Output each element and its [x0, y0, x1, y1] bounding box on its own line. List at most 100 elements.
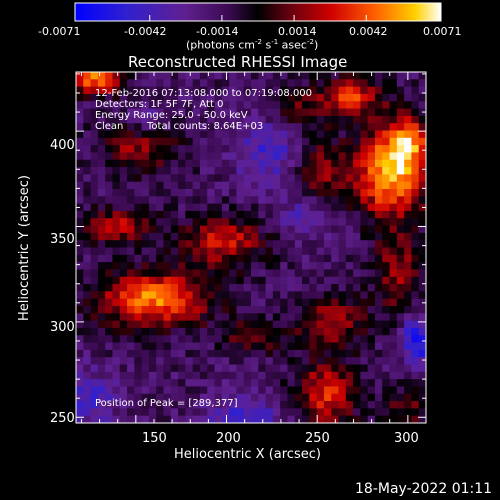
heatmap-cell — [207, 196, 215, 205]
heatmap-cell — [127, 189, 135, 197]
heatmap-cell — [287, 181, 296, 190]
heatmap-cell — [83, 364, 91, 373]
heatmap-cell — [302, 130, 310, 139]
heatmap-cell — [148, 415, 157, 424]
heatmap-cell — [214, 145, 223, 153]
heatmap-cell — [178, 79, 186, 88]
heatmap-cell — [418, 174, 427, 183]
heatmap-cell — [280, 196, 288, 205]
heatmap-cell — [163, 115, 172, 124]
heatmap-cell — [185, 408, 194, 417]
heatmap-cell — [214, 327, 223, 336]
heatmap-cell — [97, 181, 106, 190]
heatmap-cell — [83, 408, 91, 417]
heatmap-cell — [287, 415, 296, 424]
heatmap-cell — [251, 284, 259, 292]
heatmap-cell — [418, 262, 427, 270]
heatmap-cell — [83, 137, 91, 146]
heatmap-cell — [236, 342, 245, 351]
heatmap-cell — [163, 276, 172, 285]
heatmap-cell — [207, 86, 215, 95]
heatmap-cell — [353, 276, 361, 285]
heatmap-cell — [178, 196, 186, 205]
heatmap-cell — [302, 203, 310, 212]
heatmap-cell — [418, 371, 427, 380]
colorbar-tick-label: -0.0071 — [38, 25, 81, 38]
heatmap-cell — [119, 269, 128, 278]
heatmap-cell — [199, 218, 208, 226]
heatmap-cell — [97, 247, 106, 256]
heatmap-cell — [90, 123, 99, 131]
heatmap-cell — [302, 291, 310, 300]
heatmap-cell — [367, 313, 376, 322]
heatmap-cell — [265, 335, 274, 343]
heatmap-cell — [389, 401, 398, 409]
heatmap-cell — [178, 320, 186, 329]
heatmap-cell — [134, 86, 143, 95]
heatmap-cell — [236, 284, 245, 292]
heatmap-cell — [360, 232, 369, 241]
heatmap-cell — [163, 159, 172, 168]
heatmap-cell — [170, 101, 179, 109]
heatmap-cell — [105, 269, 113, 278]
heatmap-cell — [148, 335, 157, 343]
heatmap-cell — [97, 196, 106, 205]
heatmap-cell — [127, 86, 135, 95]
heatmap-cell — [83, 167, 91, 175]
heatmap-cell — [294, 115, 303, 124]
heatmap-cell — [331, 269, 339, 278]
heatmap-cell — [112, 203, 121, 212]
heatmap-cell — [170, 262, 179, 270]
heatmap-cell — [134, 386, 143, 395]
heatmap-cell — [214, 167, 223, 175]
heatmap-cell — [83, 218, 91, 226]
heatmap-cell — [170, 371, 179, 380]
heatmap-cell — [345, 145, 354, 153]
heatmap-cell — [156, 232, 164, 241]
heatmap-cell — [170, 291, 179, 300]
heatmap-cell — [229, 327, 237, 336]
heatmap-cell — [105, 313, 113, 322]
heatmap-cell — [374, 86, 383, 95]
heatmap-cell — [163, 240, 172, 248]
heatmap-cell — [374, 306, 383, 314]
heatmap-cell — [199, 123, 208, 131]
heatmap-cell — [134, 232, 143, 241]
heatmap-cell — [309, 298, 318, 307]
heatmap-cell — [236, 364, 245, 373]
heatmap-cell — [112, 159, 121, 168]
heatmap-cell — [331, 401, 339, 409]
heatmap-cell — [272, 269, 281, 278]
heatmap-cell — [374, 203, 383, 212]
heatmap-cell — [323, 123, 332, 131]
heatmap-cell — [396, 240, 405, 248]
heatmap-cell — [236, 152, 245, 161]
heatmap-cell — [258, 284, 266, 292]
heatmap-cell — [199, 79, 208, 88]
heatmap-cell — [272, 415, 281, 424]
heatmap-cell — [134, 159, 143, 168]
heatmap-cell — [272, 298, 281, 307]
heatmap-cell — [294, 284, 303, 292]
heatmap-cell — [229, 313, 237, 322]
heatmap-cell — [221, 327, 230, 336]
heatmap-cell — [302, 254, 310, 263]
heatmap-cell — [236, 415, 245, 424]
heatmap-cell — [382, 72, 390, 80]
heatmap-cell — [360, 115, 369, 124]
heatmap-cell — [353, 262, 361, 270]
heatmap-cell — [243, 254, 252, 263]
heatmap-cell — [148, 181, 157, 190]
heatmap-cell — [323, 72, 332, 80]
heatmap-cell — [185, 210, 194, 219]
heatmap-cell — [280, 371, 288, 380]
heatmap-cell — [251, 342, 259, 351]
heatmap-cell — [185, 123, 194, 131]
heatmap-cell — [141, 342, 150, 351]
heatmap-cell — [178, 335, 186, 343]
heatmap-cell — [272, 108, 281, 117]
heatmap-cell — [287, 130, 296, 139]
heatmap-cell — [207, 291, 215, 300]
heatmap-cell — [374, 123, 383, 131]
heatmap-cell — [243, 262, 252, 270]
